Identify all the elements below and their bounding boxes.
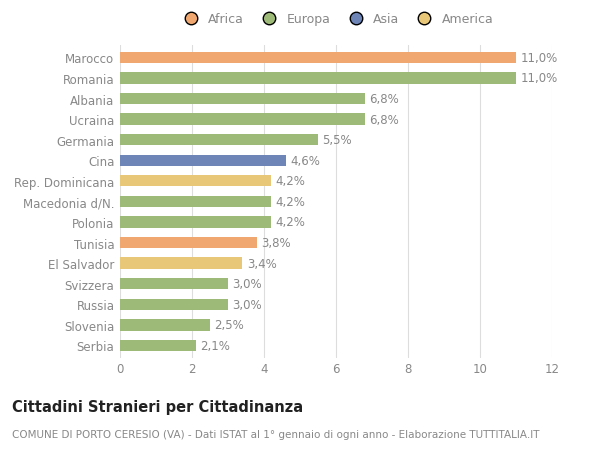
Bar: [120, 340, 196, 351]
Text: 3,0%: 3,0%: [232, 278, 262, 291]
Bar: [120, 237, 257, 249]
Text: 2,5%: 2,5%: [214, 319, 244, 332]
Text: 5,5%: 5,5%: [322, 134, 352, 147]
Bar: [120, 319, 210, 331]
Text: 4,6%: 4,6%: [290, 154, 320, 168]
Text: 11,0%: 11,0%: [520, 52, 557, 65]
Text: 3,8%: 3,8%: [261, 236, 291, 250]
Text: COMUNE DI PORTO CERESIO (VA) - Dati ISTAT al 1° gennaio di ogni anno - Elaborazi: COMUNE DI PORTO CERESIO (VA) - Dati ISTA…: [12, 429, 539, 439]
Bar: [120, 155, 286, 167]
Text: Cittadini Stranieri per Cittadinanza: Cittadini Stranieri per Cittadinanza: [12, 399, 303, 414]
Bar: [120, 114, 365, 125]
Bar: [120, 217, 271, 228]
Bar: [120, 73, 516, 84]
Text: 2,1%: 2,1%: [200, 339, 230, 352]
Bar: [120, 53, 516, 64]
Text: 3,0%: 3,0%: [232, 298, 262, 311]
Text: 6,8%: 6,8%: [369, 113, 399, 126]
Text: 6,8%: 6,8%: [369, 93, 399, 106]
Bar: [120, 299, 228, 310]
Text: 3,4%: 3,4%: [247, 257, 277, 270]
Bar: [120, 258, 242, 269]
Legend: Africa, Europa, Asia, America: Africa, Europa, Asia, America: [173, 8, 499, 31]
Bar: [120, 196, 271, 207]
Bar: [120, 176, 271, 187]
Bar: [120, 279, 228, 290]
Bar: [120, 94, 365, 105]
Text: 4,2%: 4,2%: [275, 196, 305, 208]
Text: 11,0%: 11,0%: [520, 72, 557, 85]
Bar: [120, 134, 318, 146]
Text: 4,2%: 4,2%: [275, 216, 305, 229]
Text: 4,2%: 4,2%: [275, 175, 305, 188]
